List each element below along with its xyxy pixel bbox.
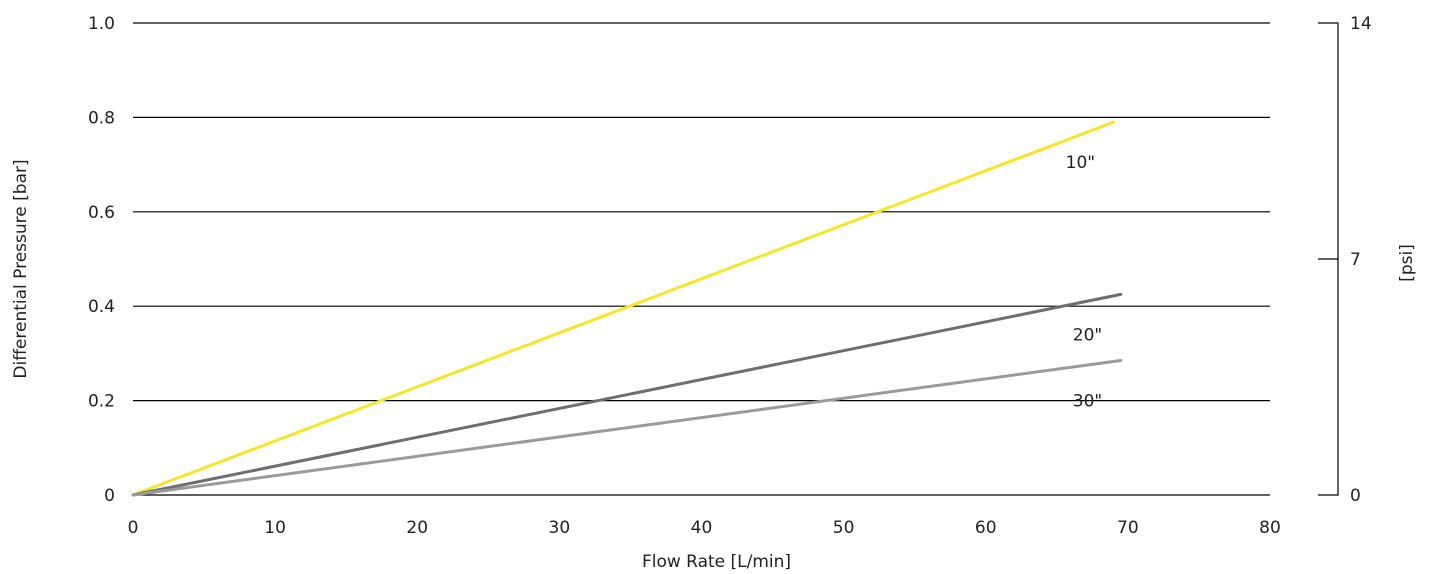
y-tick-label: 0.8 xyxy=(88,108,115,128)
y-tick-label: 0.6 xyxy=(88,203,115,223)
series-line xyxy=(131,120,1116,497)
y-tick-label: 0.4 xyxy=(88,297,115,317)
x-axis-label: Flow Rate [L/min] xyxy=(642,552,791,572)
x-tick-label: 10 xyxy=(264,518,286,538)
series-label: 20" xyxy=(1073,325,1102,345)
y2-tick-label: 7 xyxy=(1350,250,1361,270)
y2-axis-label: [psi] xyxy=(1397,244,1417,282)
x-tick-label: 40 xyxy=(691,518,713,538)
series-label: 30" xyxy=(1073,391,1102,411)
series-line xyxy=(131,292,1123,497)
y2-tick-label: 0 xyxy=(1350,486,1361,506)
x-tick-label: 70 xyxy=(1117,518,1139,538)
x-tick-label: 50 xyxy=(833,518,855,538)
gridlines xyxy=(133,22,1338,496)
y-axis-label: Differential Pressure [bar] xyxy=(11,159,31,378)
x-tick-label: 80 xyxy=(1259,518,1281,538)
x-tick-label: 0 xyxy=(128,518,139,538)
y-tick-label: 0 xyxy=(104,486,115,506)
series-line xyxy=(131,358,1123,497)
x-tick-label: 60 xyxy=(975,518,997,538)
tick-labels: 0 0.2 0.4 0.6 0.8 1.0 0 10 20 30 40 50 60 70 80 0 7 14 10"… xyxy=(88,14,1372,538)
y-tick-label: 0.2 xyxy=(88,392,115,412)
series-lines xyxy=(131,120,1123,497)
x-tick-label: 30 xyxy=(549,518,571,538)
series-label: 10" xyxy=(1066,153,1095,173)
x-tick-label: 20 xyxy=(406,518,428,538)
y2-tick-label: 14 xyxy=(1350,14,1372,34)
y-tick-label: 1.0 xyxy=(88,14,115,34)
right-axis-line xyxy=(1318,22,1339,496)
